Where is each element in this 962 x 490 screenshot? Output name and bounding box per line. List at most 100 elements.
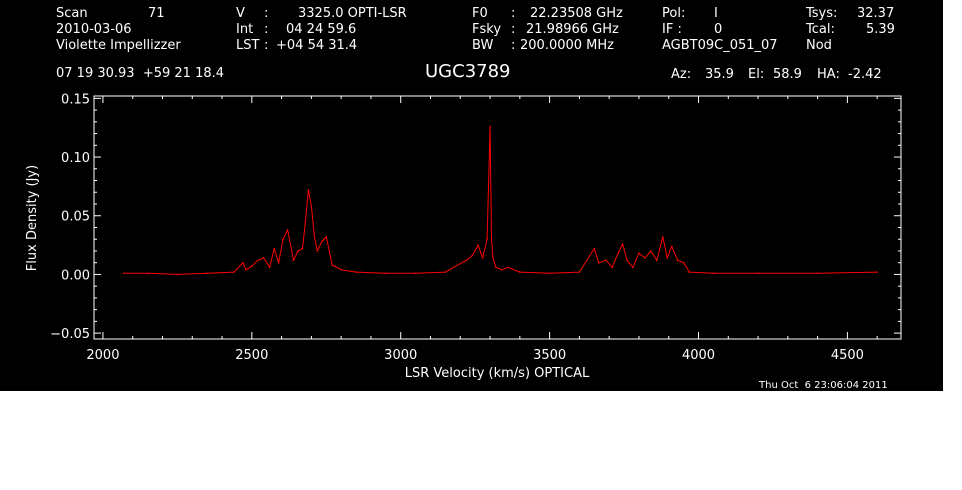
spectrum-point <box>486 238 488 241</box>
spectrum-point <box>481 257 484 259</box>
spectrum-point <box>712 272 715 275</box>
lst-value: +04 54 31.4 <box>276 38 358 53</box>
spectrum-point <box>617 252 619 255</box>
spectrum-point <box>548 272 551 275</box>
x-tick-label: 2500 <box>235 348 268 363</box>
integration-value: 04 24 59.6 <box>286 22 357 37</box>
observation-date: 2010-03-06 <box>56 22 132 37</box>
lst-label: LST <box>236 38 260 53</box>
spectrum-point <box>146 272 149 275</box>
x-tick-label: 4500 <box>831 348 864 363</box>
spectrum-point <box>268 266 271 269</box>
spectrum-point <box>256 259 259 262</box>
if-value: 0 <box>714 22 723 37</box>
spectrum-point <box>578 271 581 273</box>
pol-value: I <box>714 6 718 21</box>
spectrum-point <box>414 272 417 275</box>
bandwidth-value: 200.0000 MHz <box>520 38 614 53</box>
spectrum-point <box>661 236 664 238</box>
spectrum-point <box>611 266 613 269</box>
ha-value: -2.42 <box>848 67 882 82</box>
spectrum-point <box>816 272 819 275</box>
integration-label: Int <box>236 22 254 37</box>
spectrum-point <box>666 257 669 259</box>
lst-sep: : <box>264 38 269 53</box>
spectrum-point <box>471 254 473 257</box>
spectrum-point <box>340 268 342 271</box>
pol-label: Pol: <box>662 6 686 21</box>
fsky-label: Fsky <box>472 22 502 37</box>
spectrum-point <box>122 272 125 275</box>
el-value: 58.9 <box>773 67 802 82</box>
observer-name: Violette Impellizzer <box>56 38 181 53</box>
tsys-value: 32.37 <box>857 6 895 21</box>
y-tick-label: 0.15 <box>61 92 90 107</box>
tcal-value: 5.39 <box>866 22 895 37</box>
el-label: El: <box>748 67 765 82</box>
spectrum-point <box>495 266 497 269</box>
spectrum-point <box>593 247 596 250</box>
if-label: IF : <box>662 22 682 37</box>
f0-sep: : <box>511 6 516 21</box>
source-name: UGC3789 <box>425 61 511 82</box>
spectrum-point <box>245 268 247 271</box>
spectrum-point <box>688 271 691 273</box>
spectrum-point <box>632 266 634 269</box>
spectrum-point <box>477 244 479 246</box>
spectrum-point <box>304 220 307 223</box>
project-id: AGBT09C_051_07 <box>662 38 778 53</box>
obs-mode: Nod <box>806 38 832 53</box>
spectrum-point <box>242 261 244 264</box>
spectrum-point <box>385 272 387 275</box>
integration-sep: : <box>264 22 269 37</box>
spectrum-point <box>656 259 658 262</box>
bandwidth-sep: : <box>511 38 516 53</box>
fsky-value: 21.98966 GHz <box>526 22 619 37</box>
axis-ticks: 2000 2500 3000 3500 4000 4500 −0.05 0.00 0.05 0.1… <box>50 92 901 363</box>
y-tick-label: 0.10 <box>61 151 90 166</box>
spectrum-point <box>310 205 313 208</box>
fsky-sep: : <box>511 22 516 37</box>
spectrum-point <box>273 247 275 250</box>
spectrum-point <box>676 259 679 262</box>
az-label: Az: <box>671 67 692 82</box>
f0-label: F0 <box>472 6 488 21</box>
x-tick-label: 2000 <box>86 348 119 363</box>
spectrum-point <box>465 259 468 262</box>
tcal-label: Tcal: <box>806 22 835 37</box>
plot-window: Scan 71 2010-03-06 Violette Impellizzer … <box>0 0 943 391</box>
tsys-label: Tsys: <box>806 6 838 21</box>
velocity-value: 3325.0 OPTI-LSR <box>298 6 407 21</box>
az-value: 35.9 <box>705 67 734 82</box>
y-tick-label: 0.05 <box>61 210 90 225</box>
spectrum-point <box>489 125 491 128</box>
spectrum-point <box>321 240 323 243</box>
x-tick-label: 4000 <box>682 348 715 363</box>
spectrum-point <box>650 250 652 252</box>
spectrum-point <box>277 261 280 264</box>
y-tick-label: −0.05 <box>50 327 90 342</box>
f0-value: 22.23508 GHz <box>530 6 623 21</box>
plot-frame <box>93 95 902 340</box>
bandwidth-label: BW <box>472 38 494 53</box>
spectrum-point <box>492 257 494 259</box>
spectrum-plot: 2000 2500 3000 3500 4000 4500 −0.05 0.00 0.05 0.1… <box>25 92 902 381</box>
spectrum-point <box>325 236 328 238</box>
spectrum-point <box>297 250 299 252</box>
spectrum-point <box>501 268 503 271</box>
spectrum-point <box>262 257 265 259</box>
spectrum-point <box>597 261 600 264</box>
spectrum-point <box>507 266 509 269</box>
ha-label: HA: <box>817 67 840 82</box>
scan-value: 71 <box>148 6 165 21</box>
spectrum-point <box>313 236 316 238</box>
spectrum-point <box>876 271 878 273</box>
velocity-sep: : <box>264 6 269 21</box>
spectrum-point <box>757 272 759 275</box>
spectrum-point <box>307 189 310 191</box>
x-axis-label: LSR Velocity (km/s) OPTICAL <box>405 366 590 381</box>
spectrum-point <box>316 250 319 252</box>
spectrum-point <box>621 243 624 245</box>
spectrum-line <box>123 126 878 275</box>
spectrum-point <box>355 271 357 273</box>
